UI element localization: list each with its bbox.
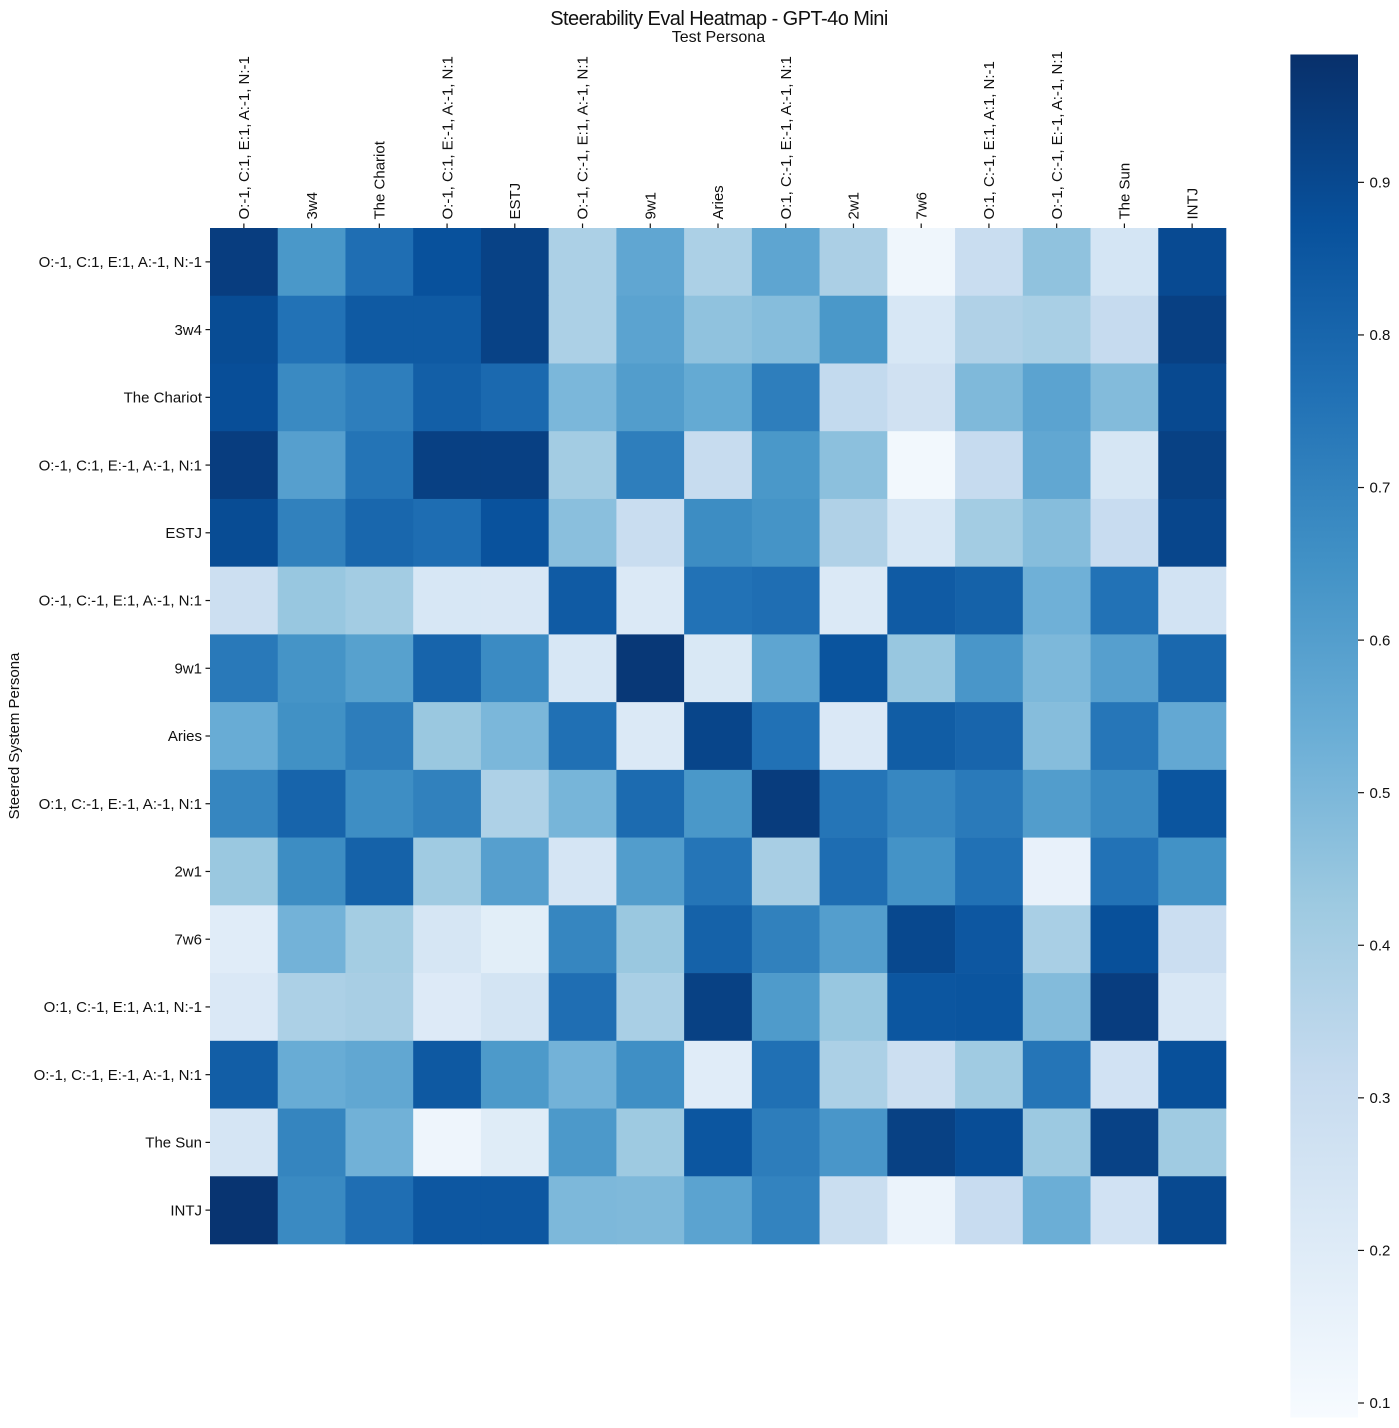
svg-text:The Sun: The Sun xyxy=(145,1135,202,1152)
svg-text:The Chariot: The Chariot xyxy=(372,140,389,219)
svg-text:9w1: 9w1 xyxy=(642,192,659,220)
svg-text:The Chariot: The Chariot xyxy=(124,390,203,407)
svg-text:The Sun: The Sun xyxy=(1117,163,1134,220)
svg-text:O:-1, C:-1, E:-1, A:-1, N:1: O:-1, C:-1, E:-1, A:-1, N:1 xyxy=(34,1067,202,1084)
svg-text:3w4: 3w4 xyxy=(174,322,202,339)
svg-text:3w4: 3w4 xyxy=(304,192,321,220)
svg-text:0.4: 0.4 xyxy=(1370,937,1391,954)
svg-text:O:-1, C:1, E:1, A:-1, N:-1: O:-1, C:1, E:1, A:-1, N:-1 xyxy=(236,56,253,219)
svg-text:Steerability Eval Heatmap - GP: Steerability Eval Heatmap - GPT-4o Mini xyxy=(550,8,888,30)
svg-text:O:-1, C:-1, E:1, A:-1, N:1: O:-1, C:-1, E:1, A:-1, N:1 xyxy=(575,56,592,219)
svg-text:0.3: 0.3 xyxy=(1370,1090,1391,1107)
svg-text:O:1, C:-1, E:1, A:1, N:-1: O:1, C:-1, E:1, A:1, N:-1 xyxy=(44,999,202,1016)
svg-text:O:1, C:-1, E:-1, A:-1, N:1: O:1, C:-1, E:-1, A:-1, N:1 xyxy=(39,796,202,813)
svg-text:0.9: 0.9 xyxy=(1370,175,1391,192)
svg-text:2w1: 2w1 xyxy=(174,864,202,881)
svg-text:0.7: 0.7 xyxy=(1370,480,1391,497)
svg-text:7w6: 7w6 xyxy=(174,931,202,948)
svg-text:INTJ: INTJ xyxy=(170,1202,202,1219)
svg-text:0.5: 0.5 xyxy=(1370,785,1391,802)
svg-text:2w1: 2w1 xyxy=(846,192,863,220)
svg-text:Aries: Aries xyxy=(710,185,727,219)
svg-text:0.6: 0.6 xyxy=(1370,632,1391,649)
svg-text:O:-1, C:-1, E:-1, A:-1, N:1: O:-1, C:-1, E:-1, A:-1, N:1 xyxy=(1049,51,1066,219)
svg-text:ESTJ: ESTJ xyxy=(507,183,524,220)
svg-text:INTJ: INTJ xyxy=(1184,188,1201,220)
svg-text:0.1: 0.1 xyxy=(1370,1395,1391,1412)
svg-text:Test Persona: Test Persona xyxy=(672,29,765,46)
svg-text:0.2: 0.2 xyxy=(1370,1243,1391,1260)
svg-text:O:-1, C:-1, E:1, A:-1, N:1: O:-1, C:-1, E:1, A:-1, N:1 xyxy=(39,593,202,610)
svg-text:Aries: Aries xyxy=(168,728,202,745)
svg-text:ESTJ: ESTJ xyxy=(165,525,202,542)
svg-text:Steered System Persona: Steered System Persona xyxy=(6,652,23,819)
svg-text:O:1, C:-1, E:1, A:1, N:-1: O:1, C:-1, E:1, A:1, N:-1 xyxy=(981,61,998,219)
svg-text:O:-1, C:1, E:-1, A:-1, N:1: O:-1, C:1, E:-1, A:-1, N:1 xyxy=(39,457,202,474)
svg-text:0.8: 0.8 xyxy=(1370,327,1391,344)
svg-text:O:-1, C:1, E:1, A:-1, N:-1: O:-1, C:1, E:1, A:-1, N:-1 xyxy=(39,254,202,271)
svg-text:O:1, C:-1, E:-1, A:-1, N:1: O:1, C:-1, E:-1, A:-1, N:1 xyxy=(778,56,795,219)
svg-text:9w1: 9w1 xyxy=(174,660,202,677)
svg-text:O:-1, C:1, E:-1, A:-1, N:1: O:-1, C:1, E:-1, A:-1, N:1 xyxy=(439,56,456,219)
svg-text:7w6: 7w6 xyxy=(913,192,930,220)
